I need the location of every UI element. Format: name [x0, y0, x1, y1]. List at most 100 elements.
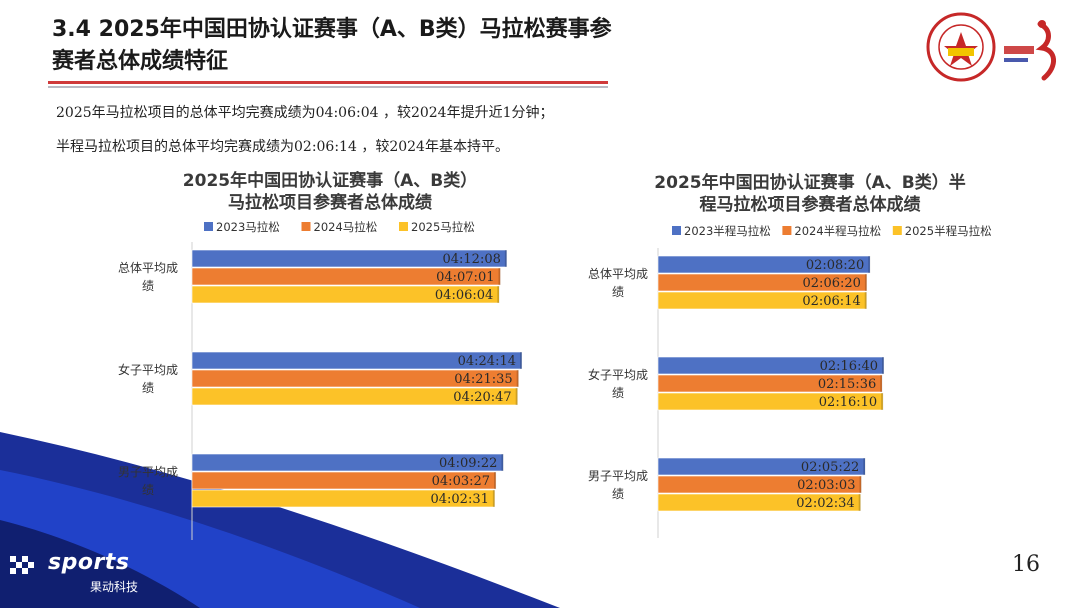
category-label: 绩 [142, 381, 154, 395]
bar [191, 267, 501, 286]
category-label: 总体平均成 [118, 261, 178, 275]
bar [657, 291, 868, 310]
bar-data-label: 02:06:20 [803, 276, 861, 291]
category-label: 绩 [142, 483, 154, 497]
bar [657, 356, 885, 375]
bar-shadow [864, 292, 867, 309]
bar-shadow [520, 352, 522, 369]
chart1-title-line1: 2025年中国田协认证赛事（A、B类） [182, 171, 478, 191]
brand-subtitle: 果动科技 [90, 580, 139, 594]
bar-data-label: 04:06:04 [435, 288, 493, 303]
chart2-title-line2: 程马拉松项目参赛者总体成绩 [699, 195, 921, 215]
bar-data-label: 02:16:40 [820, 359, 878, 374]
bar [191, 489, 496, 508]
legend-label: 2025马拉松 [411, 220, 475, 234]
slide-title: 3.4 2025年中国田协认证赛事（A、B类）马拉松赛事参 赛者总体成绩特征 [52, 14, 772, 78]
category-label: 女子平均成 [588, 367, 648, 382]
chart2-title: 2025年中国田协认证赛事（A、B类）半 程马拉松项目参赛者总体成绩 [600, 172, 1020, 216]
slide-title-line2: 赛者总体成绩特征 [52, 49, 229, 74]
category-label: 总体平均成 [588, 267, 648, 281]
page-number: 16 [1012, 552, 1040, 577]
bar-shadow [492, 490, 495, 507]
legend-swatch [204, 222, 213, 231]
bar [191, 387, 518, 406]
category-label: 绩 [612, 285, 624, 299]
bar [191, 351, 523, 370]
bar-data-label: 02:05:22 [801, 460, 859, 475]
bar-data-label: 04:20:47 [453, 390, 511, 405]
bar-shadow [859, 476, 862, 493]
bar [657, 374, 883, 393]
bar-data-label: 04:12:08 [442, 252, 500, 267]
bar-data-label: 02:08:20 [806, 258, 864, 273]
bar-shadow [504, 250, 507, 267]
bar-data-label: 04:24:14 [458, 354, 516, 369]
sports-brand-logo: sports [48, 550, 130, 575]
bar-shadow [863, 458, 866, 475]
legend-swatch [399, 222, 408, 231]
chart2-title-line1: 2025年中国田协认证赛事（A、B类）半 [654, 173, 966, 193]
legend-label: 2023半程马拉松 [684, 224, 771, 238]
bar-shadow [516, 370, 519, 387]
bar-shadow [497, 286, 500, 303]
bar-shadow [880, 375, 883, 392]
legend-swatch [782, 226, 792, 235]
chart1-title-line2: 马拉松项目参赛者总体成绩 [228, 193, 432, 213]
bar [657, 392, 884, 411]
chinese-athletics-association-emblem-icon [926, 12, 996, 82]
bar-shadow [881, 393, 884, 410]
bar [191, 249, 508, 268]
bar [657, 475, 862, 494]
bar [191, 471, 497, 490]
title-underline-gray [48, 86, 608, 88]
bar-shadow [864, 274, 867, 291]
summary-half-marathon: 半程马拉松项目的总体平均完赛成绩为02:06:14 ，较2024年基本持平。 [56, 139, 509, 155]
bar [657, 493, 861, 512]
china-running-logo-icon [1004, 20, 1056, 81]
bar-shadow [868, 256, 871, 273]
legend-label: 2024马拉松 [314, 220, 378, 234]
bar-shadow [498, 268, 501, 285]
bar-data-label: 04:03:27 [432, 474, 490, 489]
bar-data-label: 02:02:34 [796, 496, 854, 511]
bar [657, 457, 866, 476]
bar-data-label: 02:03:03 [797, 478, 855, 493]
legend-swatch [672, 226, 681, 235]
bar-data-label: 02:06:14 [802, 294, 860, 309]
bar [191, 453, 504, 472]
bar-data-label: 04:07:01 [436, 270, 494, 285]
bar-data-label: 02:16:10 [819, 395, 877, 410]
summary-marathon: 2025年马拉松项目的总体平均完赛成绩为04:06:04 ，较2024年提升近1… [56, 105, 554, 121]
legend-swatch [301, 222, 311, 231]
bar-data-label: 02:15:36 [818, 377, 876, 392]
bar [657, 255, 871, 274]
sports-logo-mark-icon [10, 556, 34, 574]
bar-data-label: 04:21:35 [454, 372, 512, 387]
category-label: 男子平均成 [118, 465, 178, 479]
legend-label: 2023马拉松 [216, 220, 280, 234]
bar [191, 285, 500, 304]
bar-data-label: 04:09:22 [439, 456, 497, 471]
bar-shadow [494, 472, 497, 489]
title-underline-red [48, 81, 608, 84]
legend-label: 2025半程马拉松 [905, 224, 992, 238]
bar-shadow [515, 388, 518, 405]
bar-shadow [501, 454, 504, 471]
bar-shadow [858, 494, 861, 511]
category-label: 女子平均成 [118, 362, 178, 377]
slide-title-line1: 3.4 2025年中国田协认证赛事（A、B类）马拉松赛事参 [52, 17, 612, 42]
bar [191, 369, 519, 388]
chart1-title: 2025年中国田协认证赛事（A、B类） 马拉松项目参赛者总体成绩 [120, 170, 540, 214]
bar [657, 273, 868, 292]
bar-shadow [882, 357, 884, 374]
bar-data-label: 04:02:31 [430, 492, 488, 507]
category-label: 男子平均成 [588, 469, 648, 483]
category-label: 绩 [612, 487, 624, 501]
category-label: 绩 [612, 386, 624, 400]
legend-label: 2024半程马拉松 [794, 224, 881, 238]
category-label: 绩 [142, 279, 154, 293]
legend-swatch [892, 226, 902, 235]
